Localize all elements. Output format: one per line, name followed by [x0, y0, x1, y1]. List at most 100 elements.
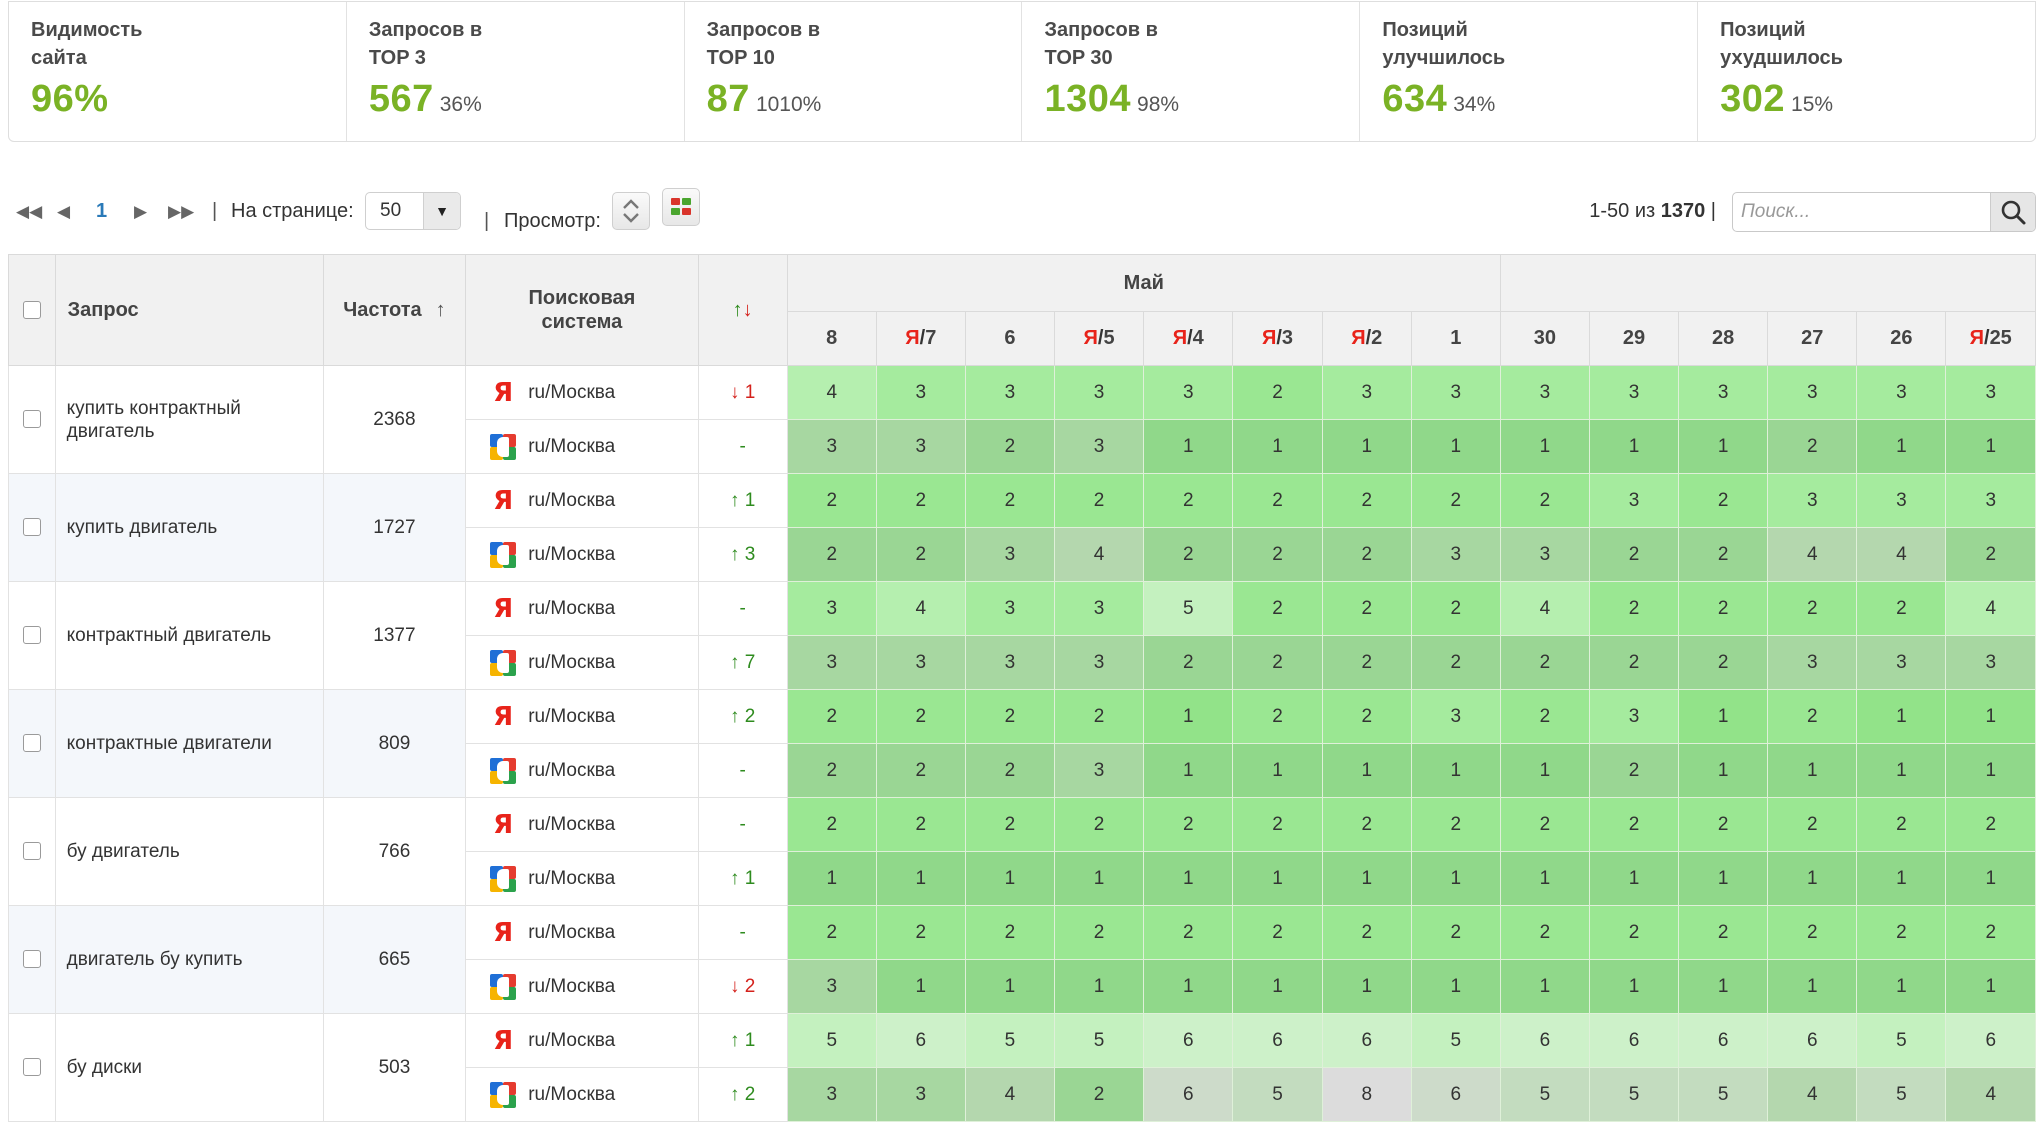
position-cell[interactable]: 2: [1945, 797, 2036, 852]
row-checkbox[interactable]: [22, 734, 41, 753]
position-cell[interactable]: 2: [1499, 689, 1590, 744]
position-cell[interactable]: 3: [1856, 473, 1947, 528]
position-cell[interactable]: 4: [1767, 527, 1858, 582]
position-cell[interactable]: 1: [1143, 851, 1234, 906]
position-cell[interactable]: 5: [1410, 1013, 1501, 1068]
position-cell[interactable]: 2: [1678, 581, 1769, 636]
position-cell[interactable]: 2: [1143, 473, 1234, 528]
position-cell[interactable]: 1: [1321, 851, 1412, 906]
position-cell[interactable]: 2: [1321, 527, 1412, 582]
position-cell[interactable]: 2: [1321, 635, 1412, 690]
position-cell[interactable]: 3: [875, 365, 966, 420]
position-cell[interactable]: 2: [1321, 473, 1412, 528]
position-cell[interactable]: 2: [964, 743, 1055, 798]
position-cell[interactable]: 3: [1945, 473, 2036, 528]
position-cell[interactable]: 2: [1588, 743, 1680, 798]
position-cell[interactable]: 1: [1678, 851, 1769, 906]
position-cell[interactable]: 1: [1588, 851, 1680, 906]
position-cell[interactable]: 2: [1945, 905, 2036, 960]
row-checkbox[interactable]: [22, 410, 41, 429]
last-page-icon[interactable]: ▶▶: [168, 202, 195, 221]
position-cell[interactable]: 2: [1410, 797, 1501, 852]
position-cell[interactable]: 3: [1053, 581, 1145, 636]
position-cell[interactable]: 3: [1588, 689, 1680, 744]
position-cell[interactable]: 2: [1767, 419, 1858, 474]
position-cell[interactable]: 4: [1856, 527, 1947, 582]
position-cell[interactable]: 1: [1143, 419, 1234, 474]
position-cell[interactable]: 3: [1053, 743, 1145, 798]
position-cell[interactable]: 3: [1499, 527, 1590, 582]
position-cell[interactable]: 1: [1232, 419, 1323, 474]
position-cell[interactable]: 3: [786, 419, 877, 474]
position-cell[interactable]: 3: [1856, 365, 1947, 420]
position-cell[interactable]: 5: [1856, 1067, 1947, 1122]
position-cell[interactable]: 1: [1410, 743, 1501, 798]
position-cell[interactable]: 3: [1410, 689, 1501, 744]
position-cell[interactable]: 2: [1053, 473, 1145, 528]
header-change[interactable]: ↑↓: [697, 254, 788, 366]
position-cell[interactable]: 6: [1945, 1013, 2036, 1068]
position-cell[interactable]: 3: [875, 419, 966, 474]
day-header[interactable]: 29: [1588, 311, 1680, 366]
position-cell[interactable]: 1: [1856, 689, 1947, 744]
position-cell[interactable]: 2: [1767, 797, 1858, 852]
position-cell[interactable]: 5: [1053, 1013, 1145, 1068]
day-header[interactable]: 28: [1678, 311, 1769, 366]
query-cell[interactable]: двигатель бу купить: [54, 905, 324, 1014]
position-cell[interactable]: 1: [1321, 959, 1412, 1014]
position-cell[interactable]: 2: [875, 473, 966, 528]
position-cell[interactable]: 5: [1232, 1067, 1323, 1122]
position-cell[interactable]: 6: [1678, 1013, 1769, 1068]
position-cell[interactable]: 1: [875, 959, 966, 1014]
position-cell[interactable]: 2: [875, 905, 966, 960]
position-cell[interactable]: 1: [1767, 743, 1858, 798]
position-cell[interactable]: 1: [1856, 419, 1947, 474]
position-cell[interactable]: 1: [1945, 419, 2036, 474]
day-header[interactable]: 26: [1856, 311, 1947, 366]
position-cell[interactable]: 1: [1499, 743, 1590, 798]
position-cell[interactable]: 1: [786, 851, 877, 906]
position-cell[interactable]: 2: [964, 689, 1055, 744]
position-cell[interactable]: 2: [1143, 635, 1234, 690]
position-cell[interactable]: 2: [1232, 581, 1323, 636]
prev-page-icon[interactable]: ◀: [57, 202, 71, 221]
position-cell[interactable]: 5: [964, 1013, 1055, 1068]
position-cell[interactable]: 2: [1143, 797, 1234, 852]
position-cell[interactable]: 2: [875, 689, 966, 744]
position-cell[interactable]: 1: [875, 851, 966, 906]
day-header[interactable]: Я/5: [1053, 311, 1145, 366]
position-cell[interactable]: 2: [1678, 797, 1769, 852]
position-cell[interactable]: 2: [1232, 527, 1323, 582]
query-cell[interactable]: купить контрактный двигатель: [54, 365, 324, 474]
position-cell[interactable]: 2: [1767, 905, 1858, 960]
position-cell[interactable]: 3: [1588, 473, 1680, 528]
position-cell[interactable]: 4: [964, 1067, 1055, 1122]
position-cell[interactable]: 6: [1143, 1013, 1234, 1068]
position-cell[interactable]: 2: [1499, 473, 1590, 528]
position-cell[interactable]: 4: [1767, 1067, 1858, 1122]
position-cell[interactable]: 2: [1232, 797, 1323, 852]
position-cell[interactable]: 3: [1499, 365, 1590, 420]
position-cell[interactable]: 1: [1767, 851, 1858, 906]
day-header[interactable]: 30: [1499, 311, 1590, 366]
position-cell[interactable]: 2: [1856, 905, 1947, 960]
header-query[interactable]: Запрос: [54, 254, 324, 366]
position-cell[interactable]: 1: [1678, 419, 1769, 474]
position-cell[interactable]: 3: [1678, 365, 1769, 420]
position-cell[interactable]: 6: [1410, 1067, 1501, 1122]
position-cell[interactable]: 1: [1678, 959, 1769, 1014]
position-cell[interactable]: 3: [786, 581, 877, 636]
position-cell[interactable]: 2: [1945, 527, 2036, 582]
position-cell[interactable]: 2: [786, 527, 877, 582]
search-button[interactable]: [1990, 193, 2035, 231]
position-cell[interactable]: 1: [1945, 743, 2036, 798]
position-cell[interactable]: 2: [1232, 635, 1323, 690]
position-cell[interactable]: 1: [1856, 851, 1947, 906]
position-cell[interactable]: 1: [1143, 743, 1234, 798]
position-cell[interactable]: 3: [786, 1067, 877, 1122]
position-cell[interactable]: 1: [1410, 419, 1501, 474]
position-cell[interactable]: 4: [1945, 581, 2036, 636]
position-cell[interactable]: 3: [1321, 365, 1412, 420]
position-cell[interactable]: 6: [1321, 1013, 1412, 1068]
row-checkbox[interactable]: [22, 842, 41, 861]
